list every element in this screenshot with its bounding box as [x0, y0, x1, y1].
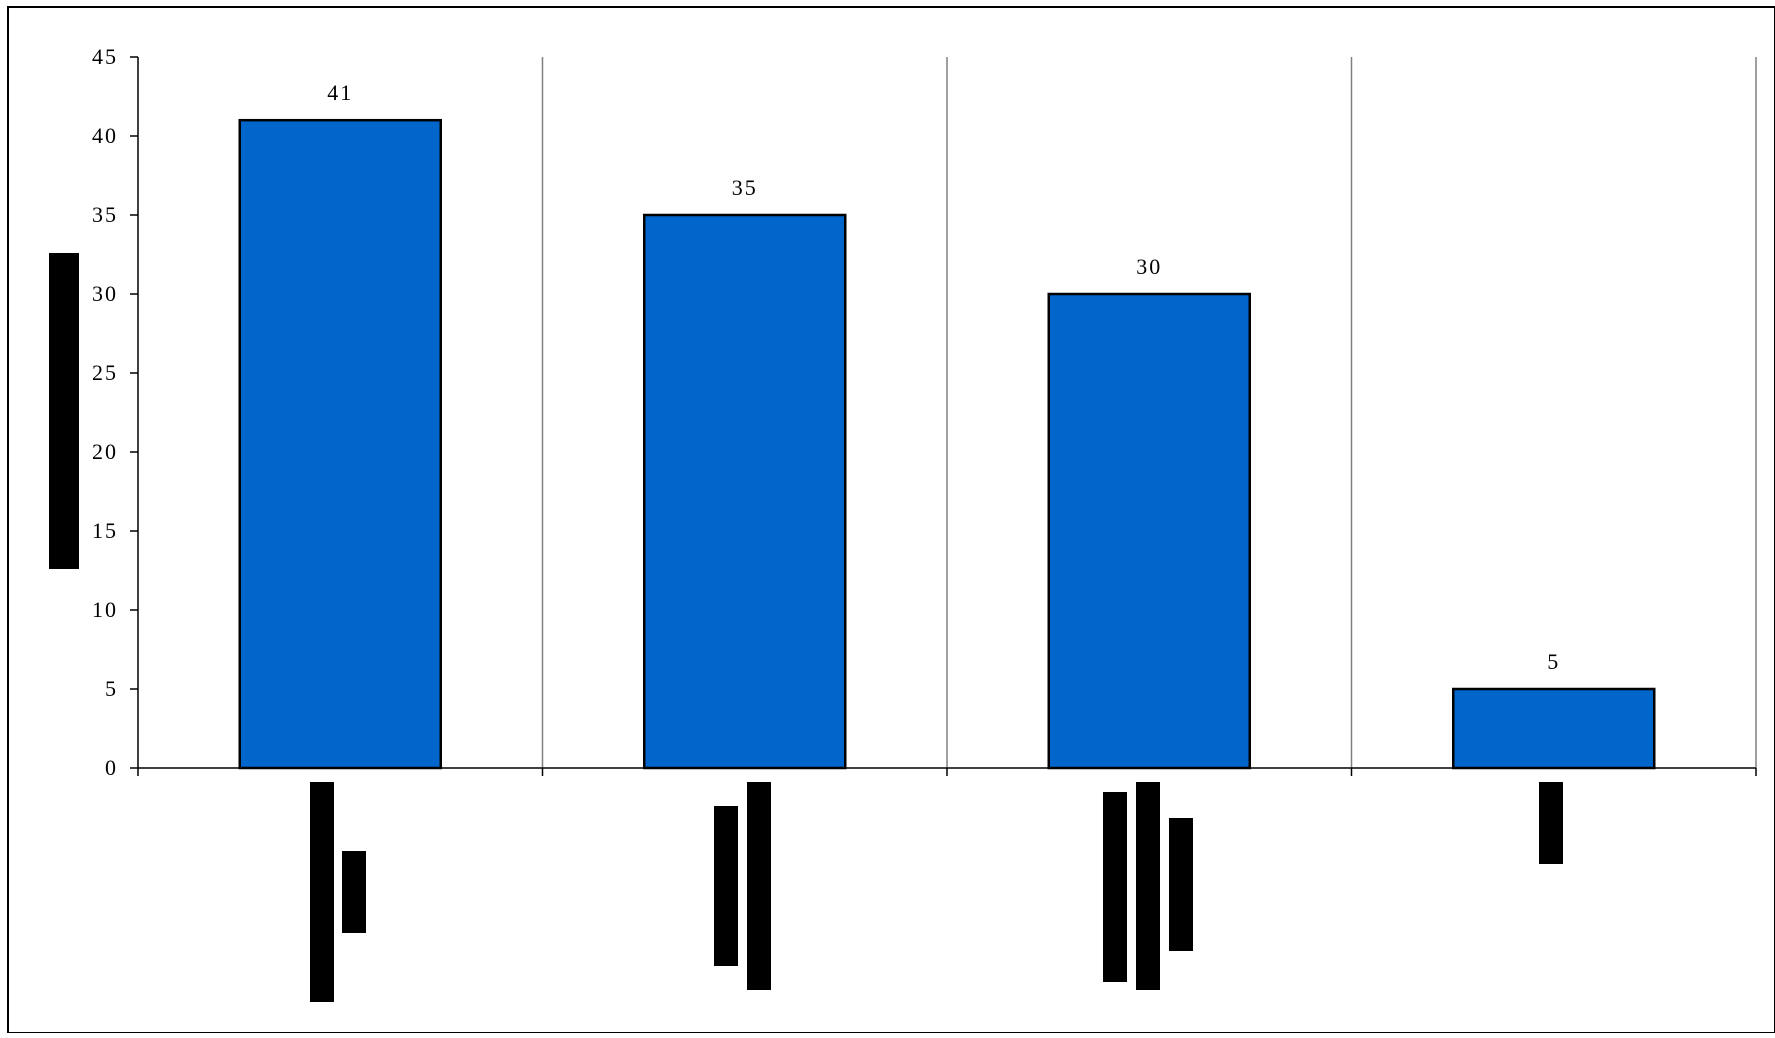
- category-label-redaction: [714, 806, 738, 966]
- category-label-redaction: [1103, 792, 1127, 982]
- category-label-redaction: [747, 782, 771, 990]
- data-label: 41: [327, 80, 353, 105]
- data-label: 5: [1547, 649, 1560, 674]
- category-label-redaction: [1136, 782, 1160, 990]
- plot-area: 0 5 10 15 20 25 30 35 40 45 41 35 30 5: [49, 44, 1757, 1002]
- category-label-redaction: [1539, 782, 1563, 864]
- y-tick-label: 30: [92, 281, 118, 306]
- y-tick-label: 45: [92, 44, 118, 69]
- category-label-redaction: [342, 851, 366, 933]
- y-tick-label: 40: [92, 123, 118, 148]
- y-tick-label: 0: [105, 755, 118, 780]
- y-tick-label: 20: [92, 439, 118, 464]
- category-label-redaction: [1169, 818, 1193, 951]
- bar: [1047, 292, 1251, 770]
- y-tick-label: 35: [92, 202, 118, 227]
- y-tick-label: 5: [105, 676, 118, 701]
- bar: [1452, 687, 1656, 770]
- bar: [238, 118, 442, 770]
- y-tick-label: 25: [92, 360, 118, 385]
- category-label-redaction: [310, 782, 334, 1002]
- data-label: 35: [732, 175, 758, 200]
- y-tick-label: 15: [92, 518, 118, 543]
- bar: [643, 213, 847, 770]
- y-tick-label: 10: [92, 597, 118, 622]
- data-label: 30: [1136, 254, 1162, 279]
- y-axis-title-redaction: [49, 253, 79, 569]
